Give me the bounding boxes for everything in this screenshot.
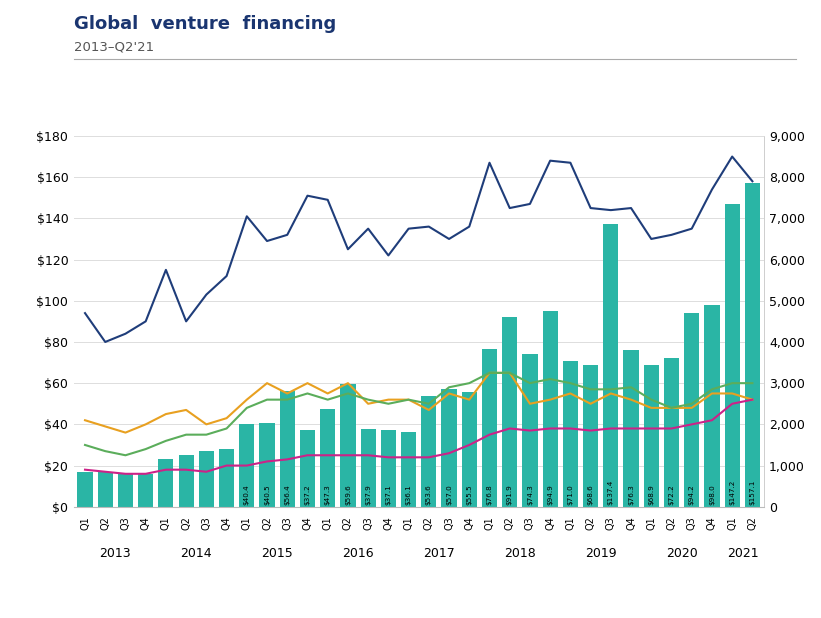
Bar: [482, 349, 497, 507]
Text: $40.4: $40.4: [244, 484, 250, 505]
Bar: [158, 459, 173, 507]
Text: 2016: 2016: [342, 546, 374, 560]
Bar: [259, 423, 274, 507]
Bar: [502, 318, 517, 507]
Legend: Deal value ($B), Deal count, Angel & seed, Early VC, Later VC: Deal value ($B), Deal count, Angel & see…: [128, 617, 709, 618]
Text: $72.2: $72.2: [668, 484, 675, 505]
Text: 2013–Q2'21: 2013–Q2'21: [74, 40, 154, 53]
Text: $55.5: $55.5: [466, 484, 472, 505]
Bar: [421, 396, 437, 507]
Text: $37.2: $37.2: [305, 484, 310, 505]
Bar: [442, 389, 456, 507]
Bar: [320, 409, 335, 507]
Bar: [623, 350, 639, 507]
Text: 2017: 2017: [423, 546, 455, 560]
Bar: [543, 311, 557, 507]
Text: 2013: 2013: [99, 546, 131, 560]
Text: Global  venture  financing: Global venture financing: [74, 15, 336, 33]
Bar: [644, 365, 659, 507]
Text: $36.1: $36.1: [406, 484, 411, 505]
Bar: [280, 391, 295, 507]
Text: $40.5: $40.5: [264, 484, 270, 505]
Bar: [381, 430, 396, 507]
Bar: [118, 474, 133, 507]
Text: $94.9: $94.9: [547, 484, 553, 505]
Text: $137.4: $137.4: [608, 480, 614, 505]
Bar: [583, 365, 599, 507]
Text: $98.0: $98.0: [709, 484, 715, 505]
Bar: [77, 472, 93, 507]
Text: $68.6: $68.6: [588, 484, 594, 505]
Text: $68.9: $68.9: [649, 484, 654, 505]
Text: $94.2: $94.2: [689, 484, 695, 505]
Bar: [563, 360, 578, 507]
Bar: [522, 353, 538, 507]
Bar: [360, 429, 376, 507]
Text: 2021: 2021: [727, 546, 759, 560]
Text: $74.3: $74.3: [527, 484, 533, 505]
Bar: [461, 392, 477, 507]
Text: $59.6: $59.6: [345, 484, 351, 505]
Text: $37.1: $37.1: [385, 484, 392, 505]
Text: $56.4: $56.4: [284, 484, 291, 505]
Bar: [239, 423, 255, 507]
Text: 2015: 2015: [261, 546, 292, 560]
Text: $37.9: $37.9: [365, 484, 371, 505]
Text: $71.0: $71.0: [567, 484, 573, 505]
Text: $53.6: $53.6: [426, 484, 432, 505]
Text: $147.2: $147.2: [729, 480, 735, 505]
Text: 2020: 2020: [667, 546, 699, 560]
Bar: [401, 433, 416, 507]
Bar: [300, 430, 315, 507]
Text: $76.3: $76.3: [628, 484, 634, 505]
Text: $91.9: $91.9: [507, 484, 513, 505]
Bar: [178, 455, 194, 507]
Bar: [603, 224, 618, 507]
Text: 2018: 2018: [504, 546, 536, 560]
Bar: [725, 203, 740, 507]
Bar: [199, 451, 214, 507]
Bar: [704, 305, 719, 507]
Bar: [98, 472, 112, 507]
Text: $157.1: $157.1: [750, 480, 755, 505]
Text: 2019: 2019: [585, 546, 617, 560]
Bar: [219, 449, 234, 507]
Text: $57.0: $57.0: [446, 484, 452, 505]
Bar: [745, 183, 760, 507]
Bar: [341, 384, 355, 507]
Text: 2014: 2014: [180, 546, 211, 560]
Text: $76.8: $76.8: [487, 484, 493, 505]
Bar: [138, 474, 154, 507]
Text: $47.3: $47.3: [324, 484, 331, 505]
Bar: [684, 313, 699, 507]
Bar: [664, 358, 679, 507]
